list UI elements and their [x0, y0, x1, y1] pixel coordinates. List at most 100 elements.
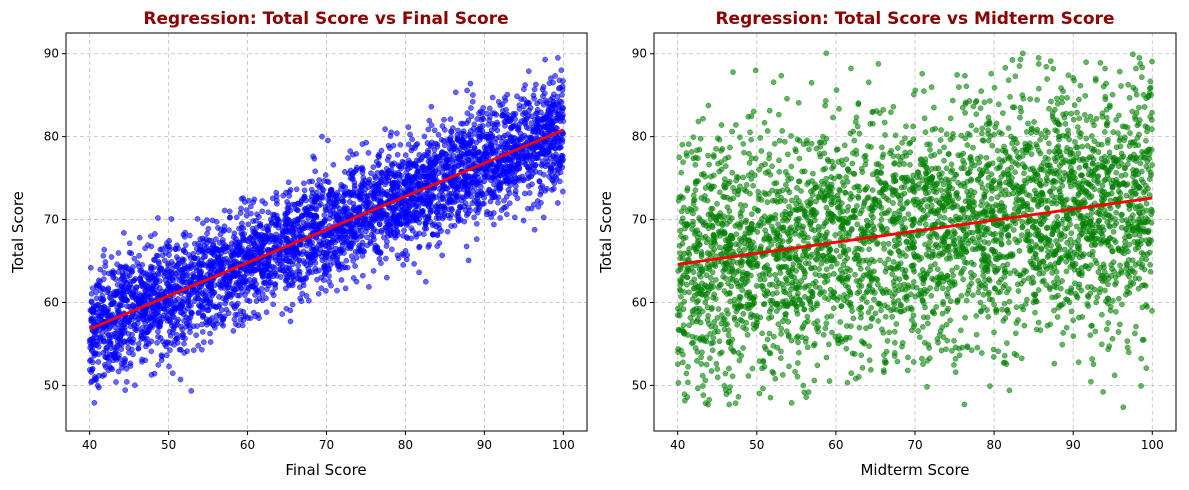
scatter-point: [282, 285, 289, 292]
scatter-point: [552, 73, 558, 79]
scatter-point: [224, 272, 231, 279]
scatter-point: [387, 231, 394, 238]
scatter-point: [795, 178, 802, 185]
scatter-point: [499, 139, 505, 145]
scatter-point: [868, 316, 875, 322]
scatter-point: [365, 184, 372, 191]
scatter-point: [420, 231, 427, 238]
scatter-point: [457, 153, 463, 160]
scatter-point: [557, 169, 564, 176]
scatter-point: [250, 199, 257, 206]
scatter-point: [186, 232, 193, 239]
scatter-point: [476, 149, 482, 155]
scatter-point: [365, 150, 372, 156]
scatter-point: [240, 225, 247, 232]
scatter-point: [322, 204, 329, 210]
scatter-point: [453, 197, 460, 204]
scatter-point: [699, 372, 706, 379]
scatter-point: [1000, 110, 1006, 116]
scatter-point: [316, 242, 322, 249]
scatter-point: [429, 207, 435, 214]
scatter-point: [474, 209, 481, 216]
scatter-point: [243, 237, 249, 244]
scatter-point: [549, 114, 556, 121]
scatter-point: [349, 175, 355, 182]
scatter-point: [1090, 361, 1097, 368]
scatter-point: [313, 268, 319, 275]
scatter-point: [122, 387, 129, 393]
scatter-point: [981, 99, 988, 106]
scatter-point: [97, 266, 104, 273]
scatter-point: [493, 111, 500, 118]
scatter-point: [312, 168, 319, 175]
scatter-point: [169, 370, 176, 377]
scatter-point: [991, 329, 997, 336]
scatter-point: [866, 246, 872, 253]
scatter-point: [1011, 146, 1018, 152]
scatter-point: [397, 141, 404, 148]
scatter-point: [477, 192, 483, 199]
scatter-point: [296, 257, 302, 264]
scatter-point: [332, 231, 338, 238]
scatter-point: [198, 346, 205, 353]
scatter-point: [1029, 274, 1036, 281]
scatter-point: [452, 89, 459, 96]
scatter-point: [977, 105, 984, 112]
scatter-point: [557, 144, 564, 151]
scatter-point: [105, 306, 111, 312]
scatter-point: [539, 86, 546, 93]
scatter-point: [820, 331, 827, 338]
scatter-point: [113, 330, 120, 336]
scatter-point: [528, 159, 535, 166]
scatter-point: [199, 329, 206, 335]
scatter-point: [207, 339, 214, 345]
scatter-point: [389, 246, 395, 253]
scatter-point: [518, 96, 524, 102]
scatter-point: [348, 230, 354, 236]
scatter-point: [422, 278, 429, 285]
scatter-point: [89, 366, 95, 373]
scatter-point: [450, 193, 457, 199]
scatter-point: [103, 354, 109, 361]
scatter-point: [499, 112, 505, 119]
scatter-point: [260, 279, 267, 286]
scatter-point: [223, 244, 230, 251]
scatter-point: [1066, 136, 1072, 143]
scatter-point: [101, 372, 108, 378]
scatter-point: [772, 272, 778, 278]
scatter-point: [363, 193, 370, 200]
scatter-point: [733, 231, 740, 238]
scatter-point: [206, 319, 213, 326]
scatter-point: [400, 262, 407, 268]
scatter-point: [450, 125, 456, 131]
scatter-point: [338, 277, 345, 283]
scatter-point: [276, 218, 283, 225]
scatter-point: [748, 136, 755, 143]
scatter-point: [130, 351, 136, 358]
scatter-point: [298, 213, 305, 220]
scatter-point: [455, 163, 462, 169]
scatter-point: [204, 230, 210, 237]
scatter-point: [548, 165, 555, 172]
scatter-point: [549, 176, 555, 183]
scatter-point: [779, 372, 786, 378]
scatter-point: [352, 207, 359, 214]
scatter-point: [458, 138, 465, 145]
scatter-point: [540, 171, 547, 178]
scatter-point: [207, 303, 214, 310]
scatter-point: [431, 147, 438, 153]
scatter-point: [555, 54, 561, 61]
scatter-point: [962, 72, 968, 79]
scatter-point: [377, 195, 384, 202]
scatter-point: [383, 274, 390, 281]
scatter-point: [536, 178, 543, 185]
scatter-point: [262, 263, 268, 270]
scatter-point: [159, 252, 166, 259]
scatter-point: [545, 148, 552, 155]
scatter-point: [702, 185, 709, 191]
scatter-point: [990, 354, 997, 360]
scatter-point: [259, 297, 266, 304]
scatter-point: [104, 330, 110, 337]
scatter-point: [124, 303, 130, 310]
scatter-point: [542, 56, 548, 63]
